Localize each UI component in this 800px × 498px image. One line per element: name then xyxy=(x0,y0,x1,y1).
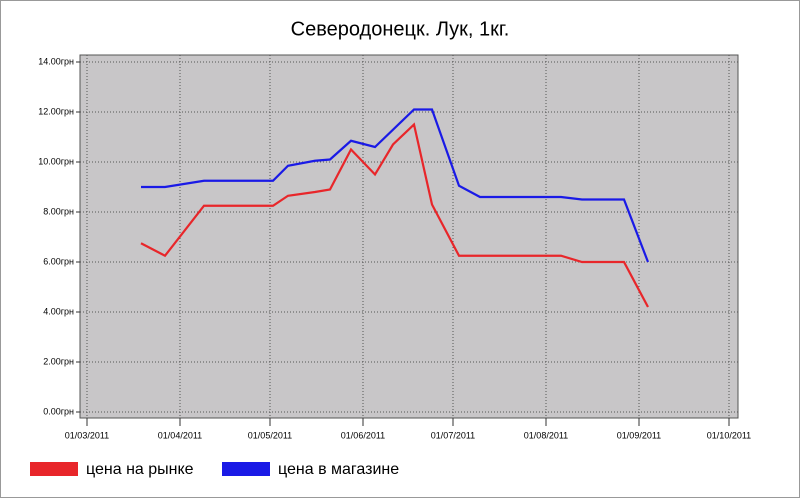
series-line xyxy=(141,108,650,263)
legend-label: цена в магазине xyxy=(278,461,399,478)
y-tick-label: 12.00грн xyxy=(38,106,74,116)
legend-swatch xyxy=(222,462,270,476)
x-tick-label: 01/04/2011 xyxy=(158,430,202,440)
x-tick-label: 01/06/2011 xyxy=(341,430,385,440)
x-tick-label: 01/07/2011 xyxy=(431,430,475,440)
y-tick-label: 14.00грн xyxy=(38,56,74,66)
x-tick-label: 01/09/2011 xyxy=(617,430,661,440)
x-tick-label: 01/10/2011 xyxy=(707,430,751,440)
chart-title: Северодонецк. Лук, 1кг. xyxy=(291,18,510,40)
legend-swatch xyxy=(30,462,78,476)
series-line xyxy=(140,122,649,308)
y-tick-label: 6.00грн xyxy=(43,256,74,266)
x-tick-label: 01/03/2011 xyxy=(65,430,109,440)
legend-label: цена на рынке xyxy=(86,461,194,478)
x-tick-label: 01/05/2011 xyxy=(248,430,292,440)
x-tick-label: 01/08/2011 xyxy=(524,430,568,440)
y-tick-label: 2.00грн xyxy=(43,356,74,366)
y-tick-label: 4.00грн xyxy=(43,306,74,316)
y-tick-label: 10.00грн xyxy=(38,156,74,166)
y-tick-label: 0.00грн xyxy=(43,406,74,416)
y-tick-label: 8.00грн xyxy=(43,206,74,216)
